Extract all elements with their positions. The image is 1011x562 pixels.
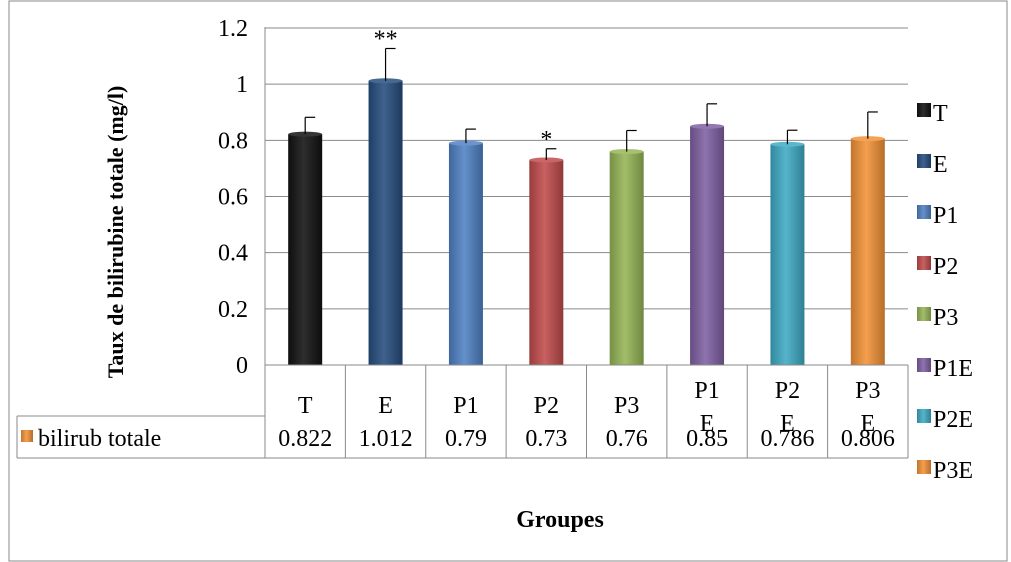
x-axis-label: Groupes — [516, 507, 604, 533]
bars: *** — [288, 27, 885, 366]
x-tick-label: E — [780, 411, 795, 437]
legend-label: P1E — [933, 356, 973, 382]
legend-label: P2E — [933, 407, 973, 433]
legend-label: E — [933, 152, 948, 178]
legend-label: T — [933, 101, 948, 127]
bar — [609, 151, 644, 365]
data-label: 0.76 — [606, 426, 648, 452]
data-label: 0.73 — [525, 426, 567, 452]
legend-swatch — [917, 409, 931, 423]
y-tick-label: 1.2 — [218, 16, 248, 42]
x-tick-label: P3 — [855, 378, 880, 404]
data-label: 0.85 — [686, 426, 728, 452]
data-table: T E P1 P2 P3 P1 E P2 E P3 E 0.822 1.012 0.79 0.73 0.76 0… — [16, 364, 909, 459]
y-tick-label: 0.6 — [218, 185, 248, 211]
legend-swatch — [917, 256, 931, 270]
bar — [690, 126, 725, 366]
data-label: 1.012 — [359, 426, 413, 452]
x-tick-label: P2 — [775, 378, 800, 404]
y-tick-label: 0.4 — [218, 241, 248, 267]
significance-mark: ** — [374, 27, 398, 53]
y-tick-label: 0 — [236, 353, 248, 379]
x-tick-label: P1 — [453, 393, 478, 419]
x-tick-label: E — [700, 411, 715, 437]
legend-swatch — [917, 205, 931, 219]
legend-swatch — [917, 103, 931, 117]
legend-swatch — [917, 154, 931, 168]
y-tick-label: 1 — [236, 72, 248, 98]
legend-label: P2 — [933, 254, 958, 280]
bar — [288, 134, 323, 365]
table-series-key — [21, 430, 33, 442]
x-tick-label: P3 — [614, 393, 639, 419]
legend-swatch — [917, 358, 931, 372]
y-tick-label: 0.2 — [218, 297, 248, 323]
y-axis-ticks: 0 0.2 0.4 0.6 0.8 1 1.2 — [218, 16, 248, 379]
data-label: 0.786 — [760, 426, 814, 452]
legend-label: P3 — [933, 305, 958, 331]
chart-frame — [8, 0, 1008, 562]
bar — [770, 144, 805, 365]
significance-mark: * — [540, 127, 552, 153]
x-tick-label: T — [298, 393, 313, 419]
table-series-name: bilirub totale — [38, 426, 161, 452]
bar — [368, 80, 403, 366]
bar — [850, 138, 885, 365]
y-axis-label: Taux de bilirubine totale (mg/l) — [103, 86, 128, 379]
data-label: 0.806 — [841, 426, 895, 452]
data-label: 0.79 — [445, 426, 487, 452]
bar — [529, 159, 564, 365]
x-tick-label: E — [378, 393, 393, 419]
x-tick-label: P1 — [694, 378, 719, 404]
legend-label: P1 — [933, 203, 958, 229]
x-tick-label: E — [860, 411, 875, 437]
x-tick-label: P2 — [534, 393, 559, 419]
y-tick-label: 0.8 — [218, 128, 248, 154]
legend: TE P1 P2 P3 P1E P2E P3E — [917, 101, 973, 484]
bar — [448, 143, 483, 365]
legend-label: P3E — [933, 458, 973, 484]
data-label: 0.822 — [278, 426, 332, 452]
legend-swatch — [917, 307, 931, 321]
legend-swatch — [917, 460, 931, 474]
